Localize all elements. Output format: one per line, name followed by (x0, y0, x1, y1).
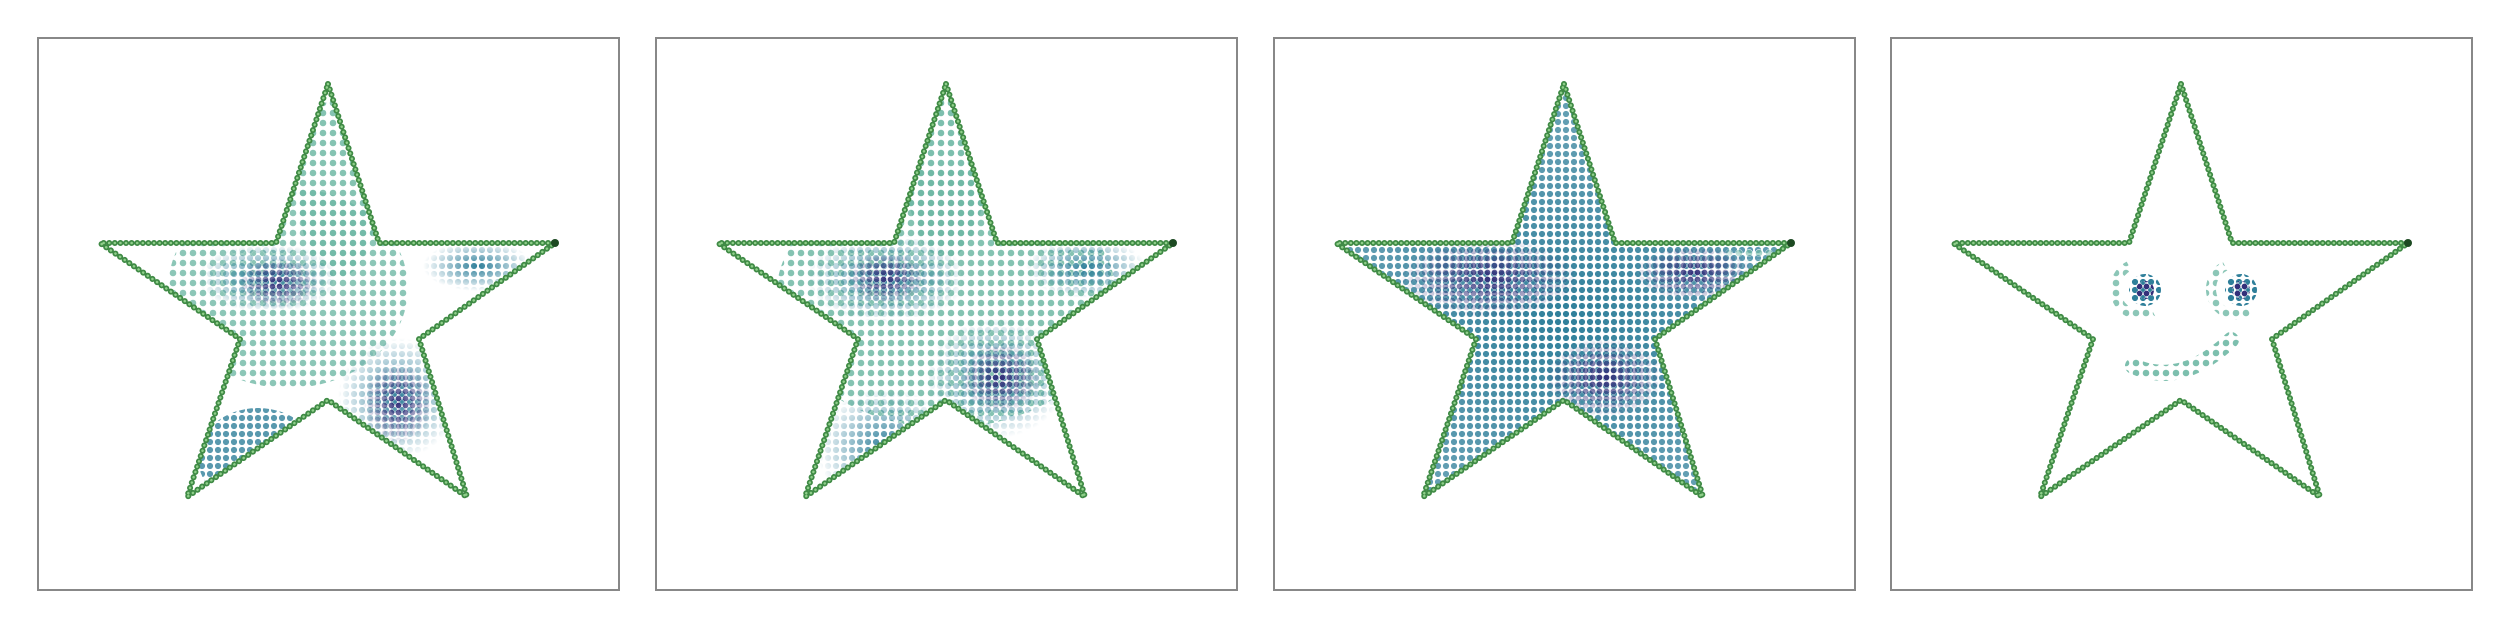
panel (1890, 37, 2473, 591)
face (2110, 261, 2257, 381)
panel (655, 37, 1238, 591)
panel-frame (1890, 37, 2473, 591)
panel (37, 37, 620, 591)
panel (1273, 37, 1856, 591)
